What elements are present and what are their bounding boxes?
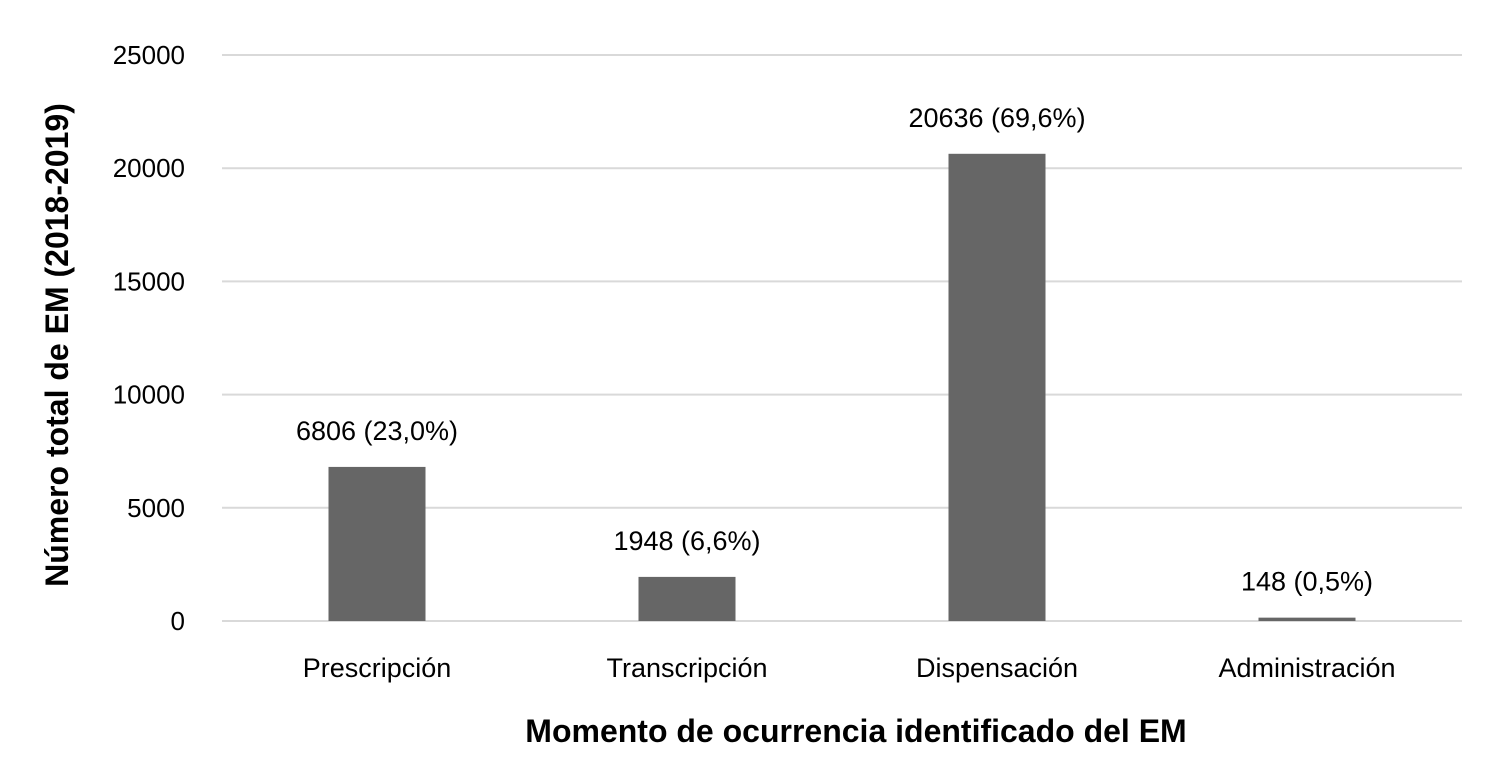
- y-tick-label: 10000: [113, 380, 185, 410]
- bar-data-label: 6806 (23,0%): [296, 416, 458, 446]
- bar-data-label: 148 (0,5%): [1241, 567, 1373, 597]
- x-category-label: Administración: [1218, 653, 1395, 683]
- bar-data-label: 1948 (6,6%): [613, 526, 760, 556]
- y-tick-label: 25000: [113, 40, 185, 70]
- y-axis-title: Número total de EM (2018-2019): [39, 103, 75, 587]
- gridlines: [222, 54, 1462, 622]
- x-category-label: Prescripción: [303, 653, 452, 683]
- bar: [328, 466, 426, 621]
- x-category-label: Dispensación: [916, 653, 1078, 683]
- bar: [948, 153, 1046, 621]
- data-labels: 6806 (23,0%) 1948 (6,6%) 20636 (69,6%) 148 …: [296, 103, 1373, 597]
- x-category-label: Transcripción: [606, 653, 767, 683]
- y-axis-ticks: 0 5000 10000 15000 20000 25000: [113, 40, 185, 636]
- x-axis-title: Momento de ocurrencia identificado del E…: [525, 713, 1186, 749]
- y-tick-label: 0: [171, 606, 185, 636]
- bar-data-label: 20636 (69,6%): [908, 103, 1085, 133]
- y-tick-label: 15000: [113, 266, 185, 296]
- y-tick-label: 5000: [127, 493, 185, 523]
- bar: [1258, 617, 1356, 621]
- bars: [328, 153, 1356, 621]
- y-tick-label: 20000: [113, 153, 185, 183]
- x-axis-categories: Prescripción Transcripción Dispensación Adm…: [303, 653, 1396, 683]
- bar: [638, 576, 736, 621]
